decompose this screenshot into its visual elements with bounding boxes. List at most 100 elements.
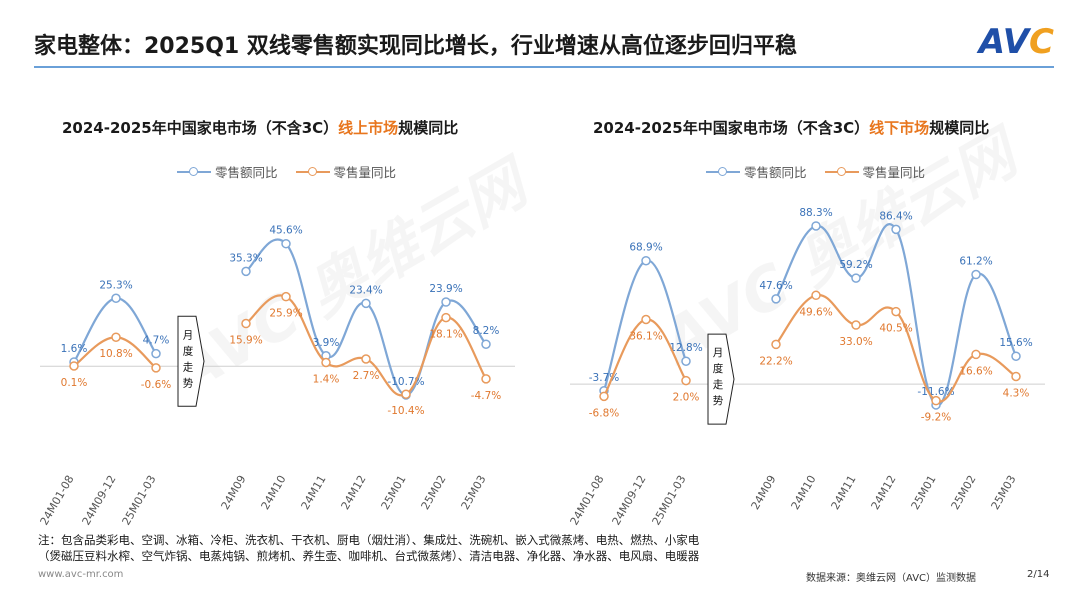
monthly-trend-label-char: 月 <box>713 347 724 359</box>
footnote-line-2: （煲磁压豆料水榨、空气炸锅、电蒸炖锅、煎烤机、养生壶、咖啡机、台式微蒸烤）、清洁… <box>38 549 700 563</box>
avc-logo: AVC <box>978 22 1054 62</box>
data-point-volume <box>771 339 781 350</box>
footnote: 注：包含品类彩电、空调、冰箱、冷柜、洗衣机、干衣机、厨电（烟灶消）、集成灶、洗碗… <box>38 532 738 564</box>
monthly-trend-label-char: 走 <box>183 361 194 373</box>
data-point-amount <box>241 266 251 277</box>
x-tick-label: 25M03 <box>459 473 489 512</box>
x-tick-label: 25M01-03 <box>650 473 689 528</box>
data-point-volume <box>441 312 451 323</box>
x-tick-label: 25M01-03 <box>120 473 159 528</box>
data-point-amount <box>891 224 901 235</box>
data-label-amount: -10.7% <box>387 376 424 388</box>
monthly-trend-arrow <box>707 333 735 425</box>
data-label-volume: -9.2% <box>921 412 951 424</box>
x-tick-label: 25M01 <box>909 473 939 512</box>
legend-offline: 零售额同比 零售量同比 <box>706 162 925 181</box>
data-point-amount <box>361 298 371 309</box>
legend-item-amount: 零售额同比 <box>706 162 807 181</box>
data-point-amount <box>641 255 651 266</box>
chart-offline: 月度走势-3.7%68.9%12.8%47.6%88.3%59.2%86.4%-… <box>568 207 1045 528</box>
data-point-amount <box>481 339 491 349</box>
legend-item-amount: 零售额同比 <box>177 162 278 181</box>
x-tick-label: 25M02 <box>419 473 449 512</box>
data-point-amount <box>441 297 451 307</box>
data-point-volume <box>111 332 121 342</box>
data-label-amount: 3.9% <box>313 337 340 349</box>
data-point-volume <box>151 363 161 373</box>
x-tick-label: 24M10 <box>259 473 289 512</box>
data-point-volume <box>281 291 291 302</box>
x-tick-label: 24M12 <box>339 473 369 512</box>
x-tick-label: 24M09-12 <box>610 473 649 528</box>
x-tick-label: 24M01-08 <box>568 473 607 528</box>
data-label-amount: 25.3% <box>99 279 132 291</box>
data-label-volume: 33.0% <box>839 336 872 348</box>
data-label-volume: 10.8% <box>99 348 132 360</box>
monthly-trend-label-char: 月 <box>183 329 194 341</box>
footer-source: 数据来源：奥维云网（AVC）监测数据 <box>806 573 977 584</box>
data-label-amount: 88.3% <box>799 207 832 219</box>
data-point-volume <box>241 318 251 329</box>
data-label-amount: 4.7% <box>143 335 170 347</box>
x-tick-label: 24M12 <box>869 473 899 512</box>
data-label-amount: 8.2% <box>473 325 500 337</box>
data-point-volume <box>931 395 941 406</box>
x-tick-label: 24M09-12 <box>80 473 119 528</box>
data-label-amount: 1.6% <box>61 343 88 355</box>
data-point-volume <box>811 290 821 301</box>
x-tick-label: 24M01-08 <box>38 473 77 528</box>
data-point-amount <box>1011 351 1021 361</box>
data-label-volume: 25.9% <box>269 308 302 320</box>
legend-item-volume: 零售量同比 <box>295 162 396 181</box>
data-label-volume: 2.0% <box>673 392 700 404</box>
data-label-volume: 0.1% <box>61 377 88 389</box>
data-point-amount <box>281 238 291 249</box>
data-label-amount: 45.6% <box>269 225 302 237</box>
chart-title-offline: 2024-2025年中国家电市场（不含3C）线下市场规模同比 <box>593 119 990 137</box>
data-point-volume <box>851 320 861 330</box>
data-point-volume <box>971 349 981 360</box>
page-number: 2/14 <box>1027 569 1050 580</box>
x-tick-label: 24M10 <box>789 473 819 512</box>
data-label-volume: 2.7% <box>353 370 380 382</box>
data-label-volume: -10.4% <box>387 405 424 417</box>
page-title: 家电整体：2025Q1 双线零售额实现同比增长，行业增速从高位逐步回归平稳 <box>34 34 797 59</box>
data-label-volume: 4.3% <box>1003 387 1030 399</box>
data-label-volume: 1.4% <box>313 373 340 385</box>
footnote-line-1: 注：包含品类彩电、空调、冰箱、冷柜、洗衣机、干衣机、厨电（烟灶消）、集成灶、洗碗… <box>38 533 700 547</box>
data-label-amount: 12.8% <box>669 342 702 354</box>
data-label-volume: 15.9% <box>229 335 262 347</box>
header-divider <box>34 66 1054 68</box>
chart-title-online: 2024-2025年中国家电市场（不含3C）线上市场规模同比 <box>62 119 459 137</box>
data-point-volume <box>69 361 79 371</box>
data-point-volume <box>321 357 331 368</box>
data-label-amount: 23.9% <box>429 283 462 295</box>
x-tick-label: 24M09 <box>219 473 249 512</box>
x-tick-label: 24M09 <box>749 473 779 512</box>
data-label-amount: 23.4% <box>349 284 382 296</box>
data-point-amount <box>151 348 161 359</box>
data-label-amount: 15.6% <box>999 337 1032 349</box>
legend-online: 零售额同比 零售量同比 <box>177 162 396 181</box>
monthly-trend-arrow <box>177 315 205 407</box>
data-point-volume <box>681 375 691 386</box>
data-label-volume: 40.5% <box>879 323 912 335</box>
monthly-trend-label-char: 度 <box>713 362 724 375</box>
x-tick-label: 25M02 <box>949 473 979 512</box>
data-point-amount <box>851 273 861 283</box>
data-label-amount: 47.6% <box>759 280 792 292</box>
data-point-amount <box>811 221 821 231</box>
data-label-amount: 61.2% <box>959 256 992 268</box>
data-point-volume <box>361 354 371 364</box>
data-label-volume: 16.6% <box>959 365 992 377</box>
data-point-volume <box>599 391 609 402</box>
data-label-volume: 22.2% <box>759 355 792 367</box>
data-point-volume <box>891 306 901 317</box>
data-point-volume <box>1011 371 1021 382</box>
data-label-volume: -0.6% <box>141 379 171 391</box>
x-tick-label: 25M01 <box>379 473 409 512</box>
x-tick-label: 25M03 <box>989 473 1019 512</box>
data-label-amount: 35.3% <box>229 252 262 264</box>
data-label-volume: -4.7% <box>471 390 501 402</box>
